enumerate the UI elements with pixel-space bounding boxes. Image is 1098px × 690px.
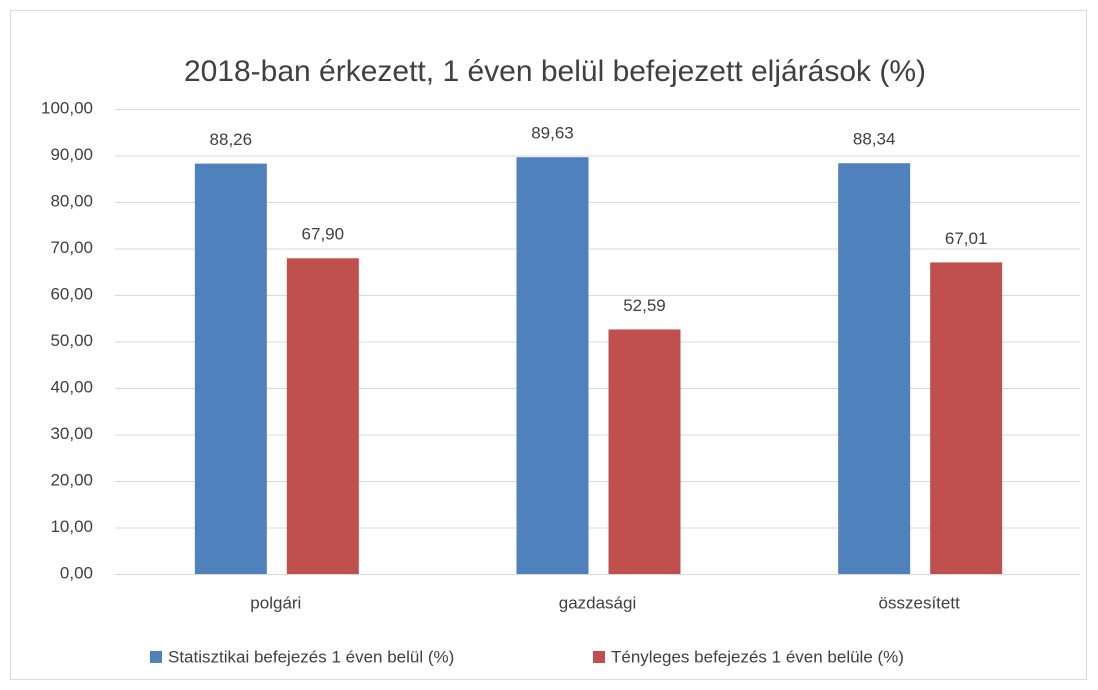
chart-title: 2018-ban érkezett, 1 éven belül befejeze… xyxy=(184,55,926,88)
x-tick-label: polgári xyxy=(250,593,301,612)
legend-label: Tényleges befejezés 1 éven belüle (%) xyxy=(611,647,904,666)
y-tick-label: 80,00 xyxy=(50,191,93,210)
bar xyxy=(838,163,911,574)
y-tick-label: 70,00 xyxy=(50,238,93,257)
y-tick-label: 10,00 xyxy=(50,517,93,536)
y-tick-label: 30,00 xyxy=(50,424,93,443)
data-label: 67,01 xyxy=(945,229,988,248)
legend-swatch xyxy=(593,651,605,663)
data-label: 52,59 xyxy=(623,296,666,315)
x-tick-label: gazdasági xyxy=(559,593,637,612)
y-tick-label: 60,00 xyxy=(50,284,93,303)
y-tick-label: 90,00 xyxy=(50,145,93,164)
data-label: 89,63 xyxy=(531,124,574,143)
y-tick-label: 100,00 xyxy=(41,98,93,117)
bar xyxy=(516,157,589,574)
bar xyxy=(194,163,267,574)
x-tick-label: összesített xyxy=(879,593,961,612)
y-tick-label: 50,00 xyxy=(50,331,93,350)
y-tick-label: 40,00 xyxy=(50,377,93,396)
legend-swatch xyxy=(150,651,162,663)
data-label: 88,34 xyxy=(853,130,896,149)
y-tick-label: 20,00 xyxy=(50,470,93,489)
bar xyxy=(930,262,1003,574)
data-label: 88,26 xyxy=(210,130,253,149)
legend-label: Statisztikai befejezés 1 éven belül (%) xyxy=(168,647,454,666)
y-tick-label: 0,00 xyxy=(60,563,93,582)
data-label: 67,90 xyxy=(302,225,345,244)
bar xyxy=(608,329,681,574)
bar xyxy=(286,258,359,574)
